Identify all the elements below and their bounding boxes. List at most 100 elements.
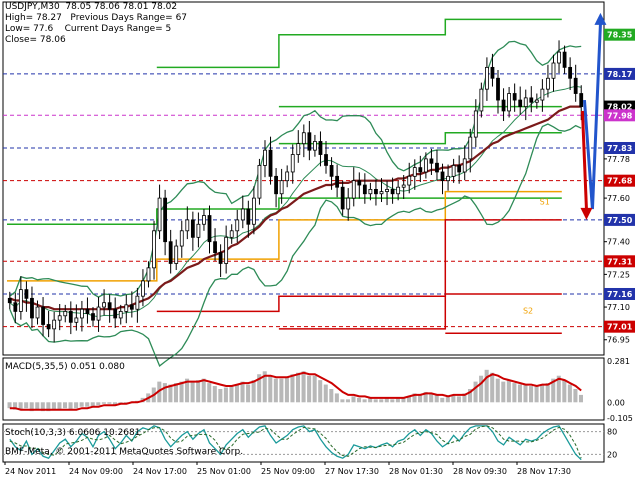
macd-bar xyxy=(556,375,561,403)
candle-body xyxy=(290,154,295,173)
macd-bar xyxy=(246,384,251,403)
price-marker-label: 77.16 xyxy=(607,290,633,299)
symbol-ohlc-line: USDJPY,M30 78.05 78.06 78.01 78.02 xyxy=(5,2,178,12)
candle-body xyxy=(501,99,506,112)
candle-body xyxy=(246,208,251,225)
candle-body xyxy=(362,184,367,195)
macd-bar xyxy=(429,393,434,403)
candle-body xyxy=(129,304,134,310)
macd-bar xyxy=(512,383,517,403)
candle-body xyxy=(468,136,473,160)
candle-body xyxy=(529,97,534,103)
macd-bar xyxy=(373,399,378,403)
macd-bar xyxy=(451,394,456,403)
candle-body xyxy=(368,188,373,195)
candle-body xyxy=(435,162,439,173)
macd-bar xyxy=(484,369,489,403)
macd-bar xyxy=(268,375,273,403)
macd-bar xyxy=(406,396,412,403)
candle-body xyxy=(429,158,434,164)
price-marker-box xyxy=(604,213,635,226)
price-marker-label: 78.35 xyxy=(607,31,633,40)
macd-bar xyxy=(534,386,539,403)
macd-tick-label: -0.105 xyxy=(607,414,633,423)
price-marker-box xyxy=(604,109,635,122)
macd-bar xyxy=(234,384,240,403)
macd-bar xyxy=(479,375,484,403)
candle-body xyxy=(457,165,462,173)
candle-body xyxy=(296,143,301,155)
stoch-tick-label: 20 xyxy=(607,450,617,459)
macd-bar xyxy=(90,402,95,407)
candle-body xyxy=(313,141,317,151)
candle-body xyxy=(163,197,168,243)
macd-bar xyxy=(329,389,334,403)
macd-bar xyxy=(68,402,73,410)
macd-bar xyxy=(85,402,90,407)
candle-body xyxy=(224,236,229,264)
macd-bar xyxy=(573,389,578,403)
macd-signal-line xyxy=(9,371,582,411)
candle-body xyxy=(218,252,223,264)
candle-body xyxy=(185,219,190,232)
macd-bar xyxy=(357,397,362,403)
macd-bar xyxy=(473,381,478,403)
candle-body xyxy=(390,188,395,195)
candle-body xyxy=(18,289,23,312)
candle-body xyxy=(229,230,234,238)
price-tick-label: 77.78 xyxy=(607,155,630,164)
price-marker-box xyxy=(604,67,635,80)
macd-bar xyxy=(362,399,367,403)
stoch-frame xyxy=(2,423,605,463)
price-marker-label: 78.02 xyxy=(607,103,632,112)
macd-bar xyxy=(506,380,511,403)
price-marker-box xyxy=(604,287,635,300)
candle-body xyxy=(534,99,539,103)
candle-body xyxy=(268,149,273,177)
candle-body xyxy=(96,306,101,321)
price-marker-label: 77.83 xyxy=(607,144,632,153)
price-tick-label: 76.95 xyxy=(607,336,630,345)
macd-bar xyxy=(578,394,583,403)
candle-body xyxy=(279,180,284,195)
macd-tick-label: 0.00 xyxy=(607,398,625,407)
time-label: 25 Nov 01:00 xyxy=(197,467,251,476)
candle-body xyxy=(335,175,340,188)
macd-bar xyxy=(18,402,23,410)
candle-body xyxy=(91,313,95,321)
macd-bar xyxy=(284,377,289,403)
candle-body xyxy=(479,88,484,112)
price-marker-box xyxy=(604,28,635,41)
stoch-panel: 80 20 xyxy=(2,423,617,463)
macd-bar xyxy=(262,371,267,403)
time-label: 24 Nov 17:00 xyxy=(133,467,187,476)
stoch-label: Stoch(10,3,3) 6.0606 10.2681 xyxy=(5,428,141,438)
macd-bar xyxy=(301,371,306,403)
macd-bar xyxy=(323,384,328,403)
macd-bar xyxy=(201,378,206,403)
macd-bar xyxy=(340,399,345,403)
forecast-down-path xyxy=(580,110,588,210)
candle-body xyxy=(107,302,112,310)
price-marker-box xyxy=(604,255,635,268)
forecast-arrows xyxy=(580,12,607,220)
macd-bar xyxy=(440,397,445,403)
candle-body xyxy=(30,297,34,319)
macd-bar xyxy=(290,374,295,403)
macd-bar xyxy=(35,402,40,410)
candle-body xyxy=(446,175,450,182)
candle-body xyxy=(507,93,512,112)
candle-body xyxy=(496,77,500,101)
candle-body xyxy=(440,171,445,182)
time-label: 25 Nov 09:00 xyxy=(261,467,315,476)
candle-body xyxy=(202,215,206,225)
candle-body xyxy=(462,158,467,173)
macd-bar xyxy=(467,389,473,403)
macd-bar xyxy=(501,381,506,403)
support-resistance-level-5 xyxy=(156,219,562,313)
candle-body xyxy=(146,267,151,282)
price-marker-box xyxy=(604,320,635,333)
macd-bar xyxy=(296,372,301,403)
macd-bar xyxy=(540,384,545,403)
candle-body xyxy=(329,165,334,177)
